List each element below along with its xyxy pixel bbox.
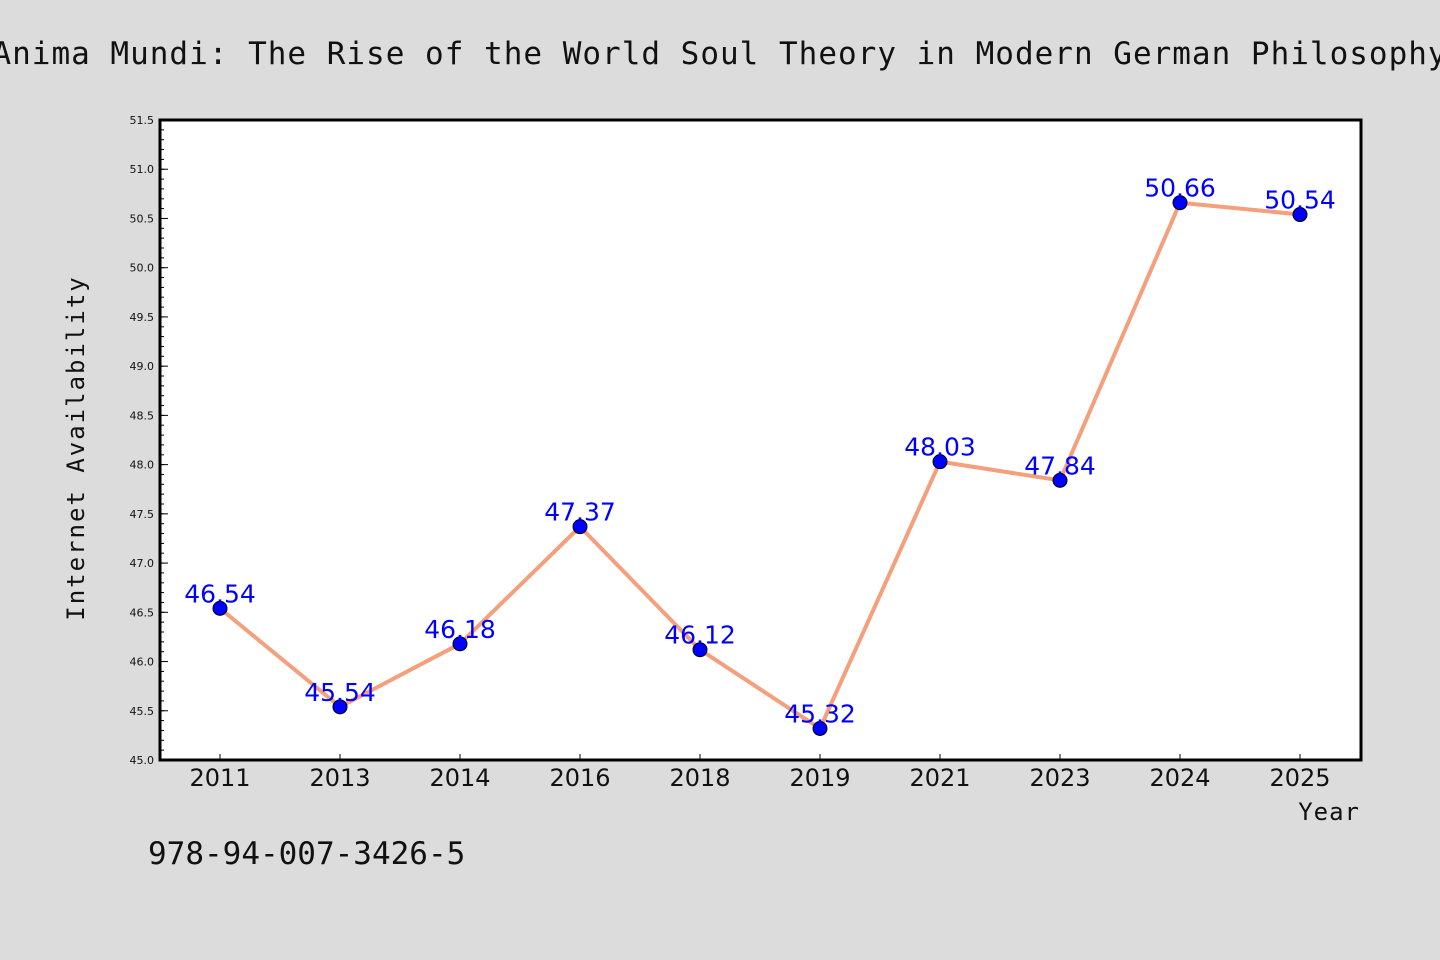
data-label-layer: 46.54 45.54 46.18 47.37 46.12 45.32 48.03 47.84… <box>184 174 1336 729</box>
x-tick-label: 2011 <box>189 764 250 792</box>
y-tick-label: 45.0 <box>130 754 155 767</box>
data-label: 45.54 <box>304 678 376 707</box>
data-point <box>692 642 708 658</box>
y-tick-label: 46.5 <box>130 606 155 619</box>
data-label: 46.12 <box>664 621 736 650</box>
data-label: 48.03 <box>904 433 976 462</box>
y-tick-label: 48.5 <box>130 409 155 422</box>
data-point <box>332 699 348 715</box>
y-tick-label: 51.0 <box>130 163 155 176</box>
x-tick-label: 2024 <box>1149 764 1210 792</box>
x-tick-label: 2021 <box>909 764 970 792</box>
x-axis-label: Year <box>1298 798 1360 826</box>
data-point <box>212 600 228 616</box>
data-point <box>812 720 828 736</box>
data-point <box>1052 472 1068 488</box>
plot-frame <box>158 118 1363 762</box>
y-tick-label: 50.5 <box>130 212 155 225</box>
y-axis-label: Internet Availability <box>62 275 90 620</box>
y-tick-label: 50.0 <box>130 262 155 275</box>
data-label: 50.54 <box>1264 186 1336 215</box>
y-tick-label: 47.5 <box>130 508 155 521</box>
y-tick-label: 45.5 <box>130 705 155 718</box>
data-label: 46.18 <box>424 615 496 644</box>
chart-title: Anima Mundi: The Rise of the World Soul … <box>0 36 1440 72</box>
series-layer <box>212 195 1308 736</box>
x-tick-label: 2023 <box>1029 764 1090 792</box>
y-tick-label: 48.0 <box>130 459 155 472</box>
data-point <box>932 454 948 470</box>
data-label: 50.66 <box>1144 174 1216 203</box>
x-tick-label: 2019 <box>789 764 850 792</box>
isbn-text: 978-94-007-3426-5 <box>148 836 465 872</box>
data-label: 47.84 <box>1024 451 1096 480</box>
data-point <box>1172 195 1188 211</box>
data-label: 47.37 <box>544 498 616 527</box>
x-tick-label: 2014 <box>429 764 490 792</box>
x-axis-ticks: 2011 2013 2014 2016 2018 2019 2021 2023 2024 2025 <box>189 754 1331 792</box>
series-line <box>218 200 1302 731</box>
y-tick-label: 47.0 <box>130 557 155 570</box>
y-axis-ticks: 45.0 45.5 46.0 46.5 47.0 47.5 48.0 48.5 49.0 49.5… <box>130 114 168 767</box>
y-tick-label: 49.0 <box>130 360 155 373</box>
data-point <box>452 636 468 652</box>
x-tick-label: 2016 <box>549 764 610 792</box>
plot-area <box>160 120 1361 760</box>
x-tick-label: 2013 <box>309 764 370 792</box>
x-tick-label: 2025 <box>1269 764 1330 792</box>
data-label: 45.32 <box>784 699 856 728</box>
y-tick-label: 49.5 <box>130 311 155 324</box>
y-tick-label: 51.5 <box>130 114 155 127</box>
x-tick-label: 2018 <box>669 764 730 792</box>
data-point <box>1292 207 1308 223</box>
data-point <box>572 519 588 535</box>
data-label: 46.54 <box>184 579 256 608</box>
y-tick-label: 46.0 <box>130 656 155 669</box>
